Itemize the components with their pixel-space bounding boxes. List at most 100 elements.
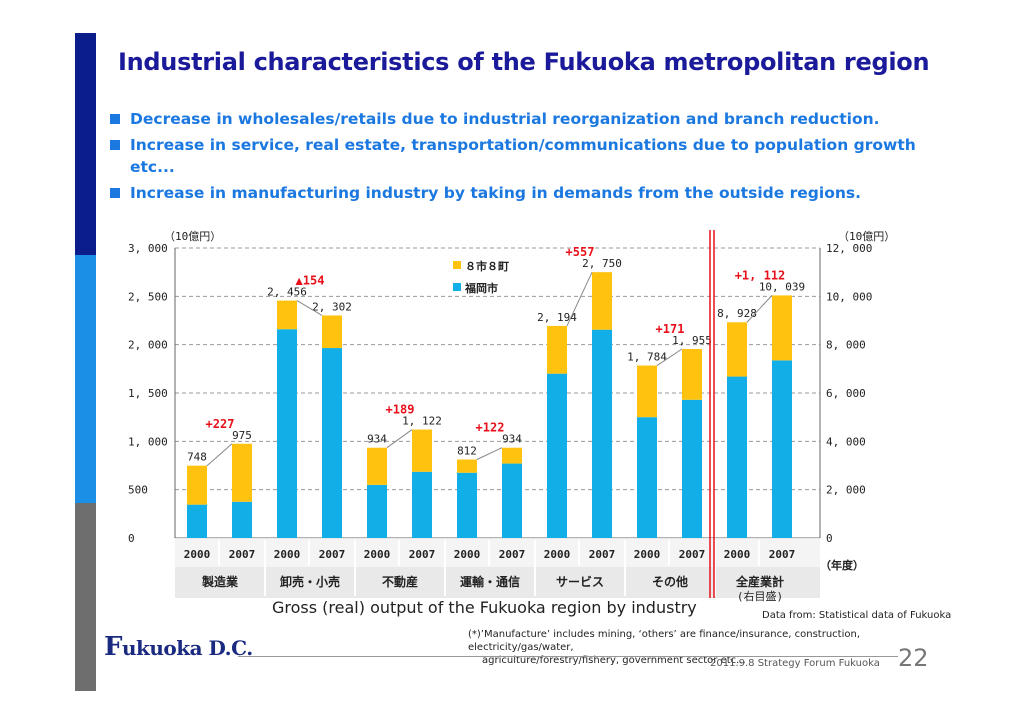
- bar-fukuoka-city: [457, 472, 477, 538]
- bar-total-label: 934: [367, 433, 387, 446]
- chart-caption: Gross (real) output of the Fukuoka regio…: [272, 598, 697, 617]
- year-row-background: [175, 539, 820, 567]
- bar-eight-cities: [592, 272, 612, 330]
- change-connector: [566, 271, 593, 327]
- year-tick-label: 2007: [589, 548, 616, 561]
- bar-eight-cities: [727, 322, 747, 377]
- year-tick-label: 2000: [454, 548, 481, 561]
- bar-fukuoka-city: [232, 501, 252, 538]
- footnote: (*)’Manufacture’ includes mining, ‘other…: [468, 628, 958, 667]
- chart-area: 0 0 500 2, 000 1, 000 4, 000 1, 500 6, 000 2, 00…: [120, 226, 910, 606]
- industry-label: 不動産: [382, 574, 418, 589]
- change-connector: [386, 429, 413, 449]
- left-tick-label: 2, 500: [128, 290, 168, 303]
- bullet-text: Decrease in wholesales/retails due to in…: [130, 110, 880, 128]
- fukuoka-dc-logo: Fukuoka D.C.: [104, 632, 253, 662]
- sidebar-accent: [75, 33, 96, 691]
- left-axis-unit: （10億円）: [164, 230, 221, 243]
- bar-fukuoka-city: [547, 373, 567, 538]
- bar-eight-cities: [322, 315, 342, 349]
- slide-title: Industrial characteristics of the Fukuok…: [118, 48, 930, 76]
- bar-fukuoka-city: [187, 504, 207, 538]
- sidebar-band-bottom: [75, 503, 96, 691]
- right-axis-unit: （10億円）: [838, 230, 895, 243]
- bar-total-label: 812: [457, 445, 477, 458]
- year-tick-label: 2000: [544, 548, 571, 561]
- change-label: ▲154: [296, 274, 325, 288]
- bullet-square-icon: [110, 188, 120, 198]
- bullet-text: Increase in manufacturing industry by ta…: [130, 184, 861, 202]
- year-tick-label: 2000: [274, 548, 301, 561]
- year-tick-label: 2007: [679, 548, 706, 561]
- bar-eight-cities: [682, 349, 702, 400]
- right-tick-label: 8, 000: [826, 339, 866, 352]
- left-tick-label: 500: [128, 484, 148, 497]
- bar-eight-cities: [232, 443, 252, 502]
- bar-total-label: 934: [502, 433, 522, 446]
- bullet-item: Decrease in wholesales/retails due to in…: [110, 108, 960, 130]
- bar-eight-cities: [547, 325, 567, 374]
- legend-label: ８市８町: [465, 259, 509, 273]
- bar-fukuoka-city: [772, 360, 792, 538]
- change-label: +171: [656, 322, 685, 336]
- left-tick-label: 3, 000: [128, 242, 168, 255]
- data-source: Data from: Statistical data of Fukuoka: [762, 610, 952, 621]
- bullet-list: Decrease in wholesales/retails due to in…: [110, 108, 960, 208]
- stacked-bar-chart: 0 0 500 2, 000 1, 000 4, 000 1, 500 6, 000 2, 00…: [128, 230, 895, 603]
- industry-label: 製造業: [201, 574, 239, 589]
- year-tick-label: 2007: [319, 548, 346, 561]
- bar-total-label: 8, 928: [717, 307, 757, 320]
- bar-total-label: 1, 955: [672, 334, 712, 347]
- bar-eight-cities: [637, 365, 657, 418]
- bar-total-label: 10, 039: [759, 280, 805, 293]
- bullet-item: Increase in manufacturing industry by ta…: [110, 182, 960, 204]
- year-tick-label: 2000: [634, 548, 661, 561]
- bar-total-label: 748: [187, 451, 207, 464]
- bar-eight-cities: [277, 300, 297, 330]
- bar-eight-cities: [367, 447, 387, 485]
- left-tick-label: 2, 000: [128, 339, 168, 352]
- left-tick-label: 1, 500: [128, 387, 168, 400]
- bar-fukuoka-city: [322, 348, 342, 538]
- logo-initial: F: [104, 632, 122, 662]
- bar-eight-cities: [412, 429, 432, 472]
- bar-fukuoka-city: [367, 484, 387, 538]
- right-tick-label: 10, 000: [826, 290, 872, 303]
- industry-sublabel: (右目盛): [737, 589, 783, 603]
- bullet-square-icon: [110, 114, 120, 124]
- year-tick-label: 2000: [184, 548, 211, 561]
- bar-eight-cities: [502, 447, 522, 464]
- change-label: +557: [566, 245, 595, 259]
- bar-total-label: 2, 456: [267, 286, 307, 299]
- bar-fukuoka-city: [682, 399, 702, 538]
- bar-total-label: 975: [232, 429, 252, 442]
- right-tick-label: 6, 000: [826, 387, 866, 400]
- bar-eight-cities: [457, 459, 477, 473]
- change-connector: [746, 295, 773, 323]
- year-tick-label: 2007: [769, 548, 796, 561]
- left-tick-label: 1, 000: [128, 435, 168, 448]
- legend-swatch: [453, 261, 461, 269]
- right-tick-label: 12, 000: [826, 242, 872, 255]
- left-tick-label: 0: [128, 532, 135, 545]
- bar-fukuoka-city: [502, 463, 522, 538]
- year-tick-label: 2000: [724, 548, 751, 561]
- bar-fukuoka-city: [592, 329, 612, 538]
- bar-fukuoka-city: [412, 471, 432, 538]
- bar-total-label: 2, 302: [312, 300, 352, 313]
- year-tick-label: 2007: [409, 548, 436, 561]
- industry-label: 運輸・通信: [460, 574, 520, 589]
- change-connector: [656, 348, 683, 366]
- year-tick-label: 2007: [499, 548, 526, 561]
- industry-label: サービス: [556, 574, 604, 589]
- footer-text: 2011.9.8 Strategy Forum Fukuoka: [710, 658, 880, 669]
- change-connector: [206, 443, 233, 467]
- right-tick-label: 2, 000: [826, 484, 866, 497]
- legend-swatch: [453, 283, 461, 291]
- bullet-text: Increase in service, real estate, transp…: [130, 136, 916, 176]
- change-label: +122: [476, 421, 505, 435]
- change-label: +1, 112: [735, 268, 786, 282]
- right-tick-label: 4, 000: [826, 435, 866, 448]
- bar-fukuoka-city: [637, 417, 657, 538]
- year-tick-label: 2000: [364, 548, 391, 561]
